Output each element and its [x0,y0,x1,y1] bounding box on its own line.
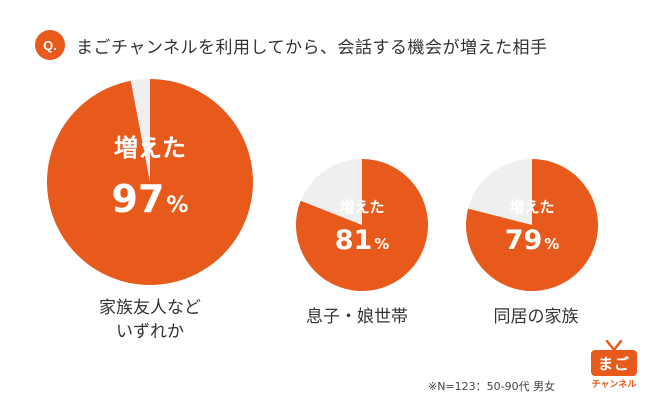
pie-value-label: 81% [335,225,390,256]
pie-value-number: 81 [335,225,373,256]
pie-slice-increased [295,159,428,291]
pie-slice-label: 増えた [509,198,554,216]
magochannel-logo: まご チャンネル [589,340,639,390]
pie-slice-increased [465,159,598,291]
category-label-family-friends: 家族友人など いずれか [99,298,201,342]
pie-chart-2: 増えた 81% [295,159,428,291]
sample-footnote: ※N=123：50-90代 男女 [428,380,556,393]
pie-value-unit: % [544,235,559,253]
pie-chart-1: 増えた 97% [46,79,253,286]
tv-antenna-icon [605,340,623,351]
question-title: まごチャンネルを利用してから、会話する機会が増えた相手 [76,37,548,58]
logo-subtext: チャンネル [591,380,637,390]
pie-value-label: 97% [112,177,189,221]
pie-value-unit: % [166,193,188,218]
category-label-cohabiting-family: 同居の家族 [493,307,579,327]
pie-value-number: 97 [112,177,165,221]
pie-value-label: 79% [505,225,560,256]
pie-value-number: 79 [505,225,543,256]
pie-slice-label: 増えた [339,198,384,216]
pie-slice-increased [46,79,253,286]
logo-screen: まご [591,350,637,376]
pie-value-unit: % [374,235,389,253]
pie-chart-3: 増えた 79% [465,159,598,291]
pie-slice-label: 増えた [114,134,186,162]
question-badge: Q. [35,30,65,60]
category-label-children-household: 息子・娘世帯 [306,307,408,327]
